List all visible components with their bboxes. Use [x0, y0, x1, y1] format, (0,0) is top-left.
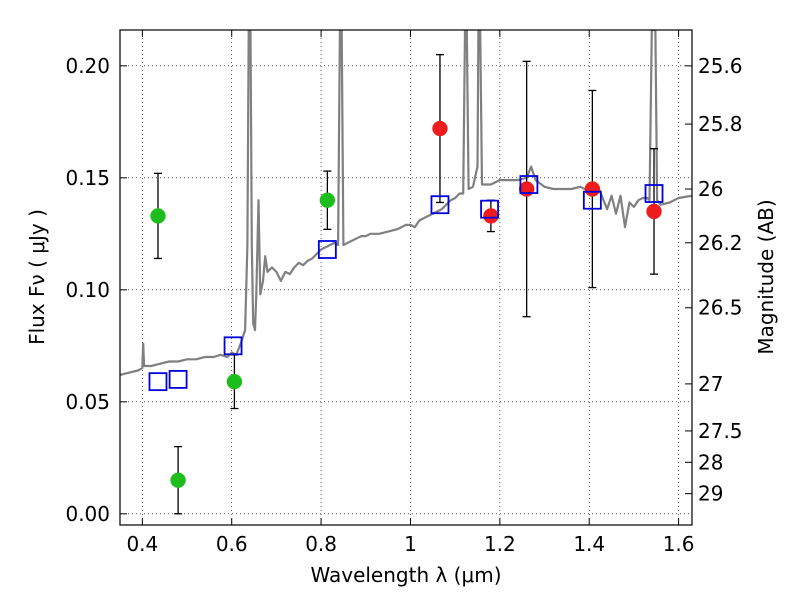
model-square-marker — [582, 190, 602, 210]
red-data-point — [646, 203, 662, 220]
x-tick-label: 1.6 — [663, 532, 695, 556]
model-square-marker — [317, 240, 337, 259]
right-axis-ticks: 25.6 25.8 26 26.2 26.5 27 27.5 28 29 — [685, 54, 743, 506]
y-tick-label: 0.10 — [65, 278, 110, 302]
right-tick-label: 25.6 — [698, 54, 743, 78]
right-tick-label: 27.5 — [698, 419, 743, 443]
green-data-point — [226, 373, 243, 390]
right-axis-title: Magnitude (AB) — [754, 199, 778, 354]
x-tick-label: 0.8 — [305, 532, 337, 556]
model-square-marker — [223, 336, 243, 356]
right-tick-label: 26.5 — [698, 296, 743, 320]
x-axis-title: Wavelength λ (μm) — [310, 563, 501, 587]
grid-lines — [120, 30, 692, 525]
y-tick-label: 0.15 — [65, 166, 110, 190]
green-data-point — [150, 208, 166, 224]
model-square-marker — [148, 372, 168, 392]
right-tick-label: 26 — [698, 177, 723, 201]
model-square-marker — [519, 175, 539, 194]
right-tick-label: 27 — [698, 372, 723, 396]
right-tick-label: 26.2 — [698, 231, 743, 255]
green-data-point — [170, 472, 186, 488]
x-tick-label: 0.6 — [216, 532, 248, 556]
model-square-marker — [480, 199, 499, 219]
y-tick-label: 0.05 — [65, 390, 110, 414]
red-data-point — [584, 181, 601, 197]
y-tick-label: 0.20 — [65, 54, 110, 78]
x-tick-label: 1.2 — [484, 532, 516, 556]
x-tick-label: 1.4 — [573, 532, 605, 556]
right-tick-label: 25.8 — [698, 112, 743, 136]
red-data-point — [518, 181, 535, 197]
y-tick-label: 0.00 — [65, 502, 110, 526]
x-tick-label: 0.4 — [126, 532, 158, 556]
x-axis-ticks: 0.4 0.6 0.8 1 1.2 1.4 1.6 — [126, 30, 695, 556]
red-data-point — [432, 120, 448, 137]
model-square-marker — [430, 195, 450, 215]
y-axis-ticks: 0.00 0.05 0.10 0.15 0.20 — [65, 54, 127, 526]
red-data-point — [483, 208, 499, 224]
plot-frame — [119, 29, 693, 526]
right-tick-label: 29 — [698, 482, 723, 506]
right-tick-label: 28 — [698, 450, 723, 474]
x-tick-label: 1 — [404, 532, 417, 556]
data-markers — [148, 120, 664, 488]
model-square-marker — [644, 184, 664, 203]
model-square-marker — [168, 370, 188, 389]
green-data-point — [319, 192, 336, 208]
plot-area — [120, 30, 692, 525]
y-axis-title: Flux Fν ( μJy ) — [25, 209, 49, 345]
